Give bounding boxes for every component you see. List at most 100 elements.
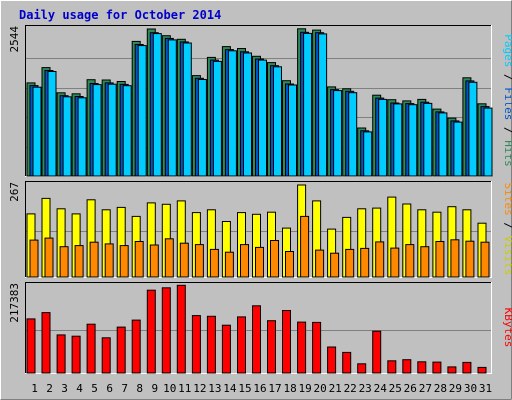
x-tick-label: 25 xyxy=(389,382,402,395)
bar-pages-day-7 xyxy=(122,85,132,177)
bar-kbytes-day-26 xyxy=(402,359,412,374)
bar-sites-day-7 xyxy=(119,245,129,278)
bar-pages-day-2 xyxy=(47,71,57,177)
x-tick-label: 20 xyxy=(313,382,326,395)
y-max-label-kbytes: 217383 xyxy=(8,283,21,323)
y-max-label-hits: 2544 xyxy=(8,26,21,53)
legends: Pages / Files / Hits Sites / Visits KBytes xyxy=(502,34,512,347)
bar-pages-day-27 xyxy=(423,102,433,177)
legend-item-visits: Visits xyxy=(502,236,512,276)
x-tick-label: 30 xyxy=(464,382,477,395)
x-axis-labels: 1 2 3 4 5 6 7 8 9 10 11 12 13 14 15 16 17 18 19 20 21 22 23 24 2… xyxy=(31,382,492,395)
bar-pages-day-30 xyxy=(468,81,478,177)
bar-kbytes-day-29 xyxy=(447,366,457,374)
bar-pages-day-6 xyxy=(107,83,117,177)
bar-pages-day-17 xyxy=(273,66,282,177)
bar-sites-day-26 xyxy=(405,244,415,278)
bar-sites-day-3 xyxy=(59,246,69,278)
x-tick-label: 13 xyxy=(208,382,221,395)
bar-sites-day-1 xyxy=(29,239,39,278)
bar-sites-day-2 xyxy=(44,237,54,278)
bar-sites-day-25 xyxy=(390,247,400,278)
bar-kbytes-day-19 xyxy=(297,321,307,374)
bar-pages-day-25 xyxy=(393,103,403,177)
bar-kbytes-day-9 xyxy=(146,289,156,374)
bar-pages-day-20 xyxy=(318,33,328,177)
bar-kbytes-day-28 xyxy=(432,361,442,374)
bar-pages-day-28 xyxy=(438,112,448,177)
bar-sites-day-5 xyxy=(89,241,99,278)
bar-kbytes-day-3 xyxy=(56,334,66,374)
bar-sites-day-19 xyxy=(300,215,310,278)
x-tick-label: 7 xyxy=(121,382,128,395)
x-tick-label: 17 xyxy=(268,382,281,395)
bar-kbytes-day-7 xyxy=(116,326,126,374)
bar-sites-day-15 xyxy=(240,244,249,278)
bar-pages-day-4 xyxy=(77,97,87,177)
bar-sites-day-20 xyxy=(315,249,325,278)
series-kbytes xyxy=(26,284,487,374)
bar-sites-day-13 xyxy=(209,248,219,278)
legend-kbytes: KBytes xyxy=(502,308,512,348)
bar-sites-day-17 xyxy=(270,240,279,278)
x-tick-label: 11 xyxy=(178,382,191,395)
bar-sites-day-8 xyxy=(134,241,144,278)
bar-kbytes-day-12 xyxy=(191,315,201,374)
bar-kbytes-day-13 xyxy=(206,315,216,374)
x-tick-label: 28 xyxy=(434,382,447,395)
legend-item-kbytes: KBytes xyxy=(502,308,512,348)
x-tick-label: 31 xyxy=(479,382,492,395)
series-pages xyxy=(32,32,493,177)
bar-sites-day-28 xyxy=(435,241,445,278)
bar-kbytes-day-17 xyxy=(267,320,276,374)
bar-kbytes-day-16 xyxy=(252,305,261,374)
y-max-label-visits: 267 xyxy=(8,182,21,202)
bar-kbytes-day-25 xyxy=(387,360,397,374)
bar-pages-day-21 xyxy=(333,90,343,177)
x-tick-label: 21 xyxy=(329,382,342,395)
bar-kbytes-day-18 xyxy=(282,310,291,374)
bar-kbytes-day-24 xyxy=(372,330,382,374)
bar-sites-day-11 xyxy=(179,242,189,278)
bar-sites-day-9 xyxy=(149,244,159,278)
bar-sites-day-23 xyxy=(360,247,370,278)
bar-kbytes-day-15 xyxy=(237,316,246,374)
legend-separator: / xyxy=(502,216,512,236)
panel-visits: 267 xyxy=(8,181,492,278)
legend-separator: / xyxy=(502,67,512,87)
x-tick-label: 24 xyxy=(374,382,388,395)
legend-hits: Pages / Files / Hits xyxy=(502,34,512,167)
bar-sites-day-21 xyxy=(330,252,340,278)
x-tick-label: 23 xyxy=(359,382,372,395)
bar-pages-day-31 xyxy=(483,107,493,177)
bar-sites-day-30 xyxy=(465,240,475,278)
x-tick-label: 16 xyxy=(253,382,266,395)
bar-sites-day-29 xyxy=(450,239,460,278)
x-tick-label: 6 xyxy=(106,382,113,395)
bar-sites-day-24 xyxy=(375,241,385,278)
x-tick-label: 4 xyxy=(76,382,83,395)
bar-pages-day-26 xyxy=(408,104,418,177)
bar-pages-day-19 xyxy=(303,32,313,177)
bar-kbytes-day-22 xyxy=(342,351,352,374)
legend-separator: / xyxy=(502,120,512,140)
x-tick-label: 10 xyxy=(163,382,176,395)
chart-panels: 2544 267 217383 xyxy=(8,25,493,374)
x-tick-label: 14 xyxy=(223,382,237,395)
bar-kbytes-day-6 xyxy=(101,337,111,374)
bar-pages-day-15 xyxy=(243,52,252,177)
x-tick-label: 2 xyxy=(46,382,53,395)
x-tick-label: 12 xyxy=(193,382,206,395)
bar-kbytes-day-27 xyxy=(417,361,427,374)
x-tick-label: 1 xyxy=(31,382,38,395)
bar-kbytes-day-20 xyxy=(312,321,322,374)
x-tick-label: 19 xyxy=(298,382,311,395)
x-tick-label: 18 xyxy=(283,382,296,395)
x-tick-label: 22 xyxy=(344,382,357,395)
bar-sites-day-6 xyxy=(104,243,114,278)
bar-pages-day-5 xyxy=(92,84,102,177)
bar-pages-day-24 xyxy=(378,98,388,177)
bar-pages-day-10 xyxy=(167,39,177,177)
